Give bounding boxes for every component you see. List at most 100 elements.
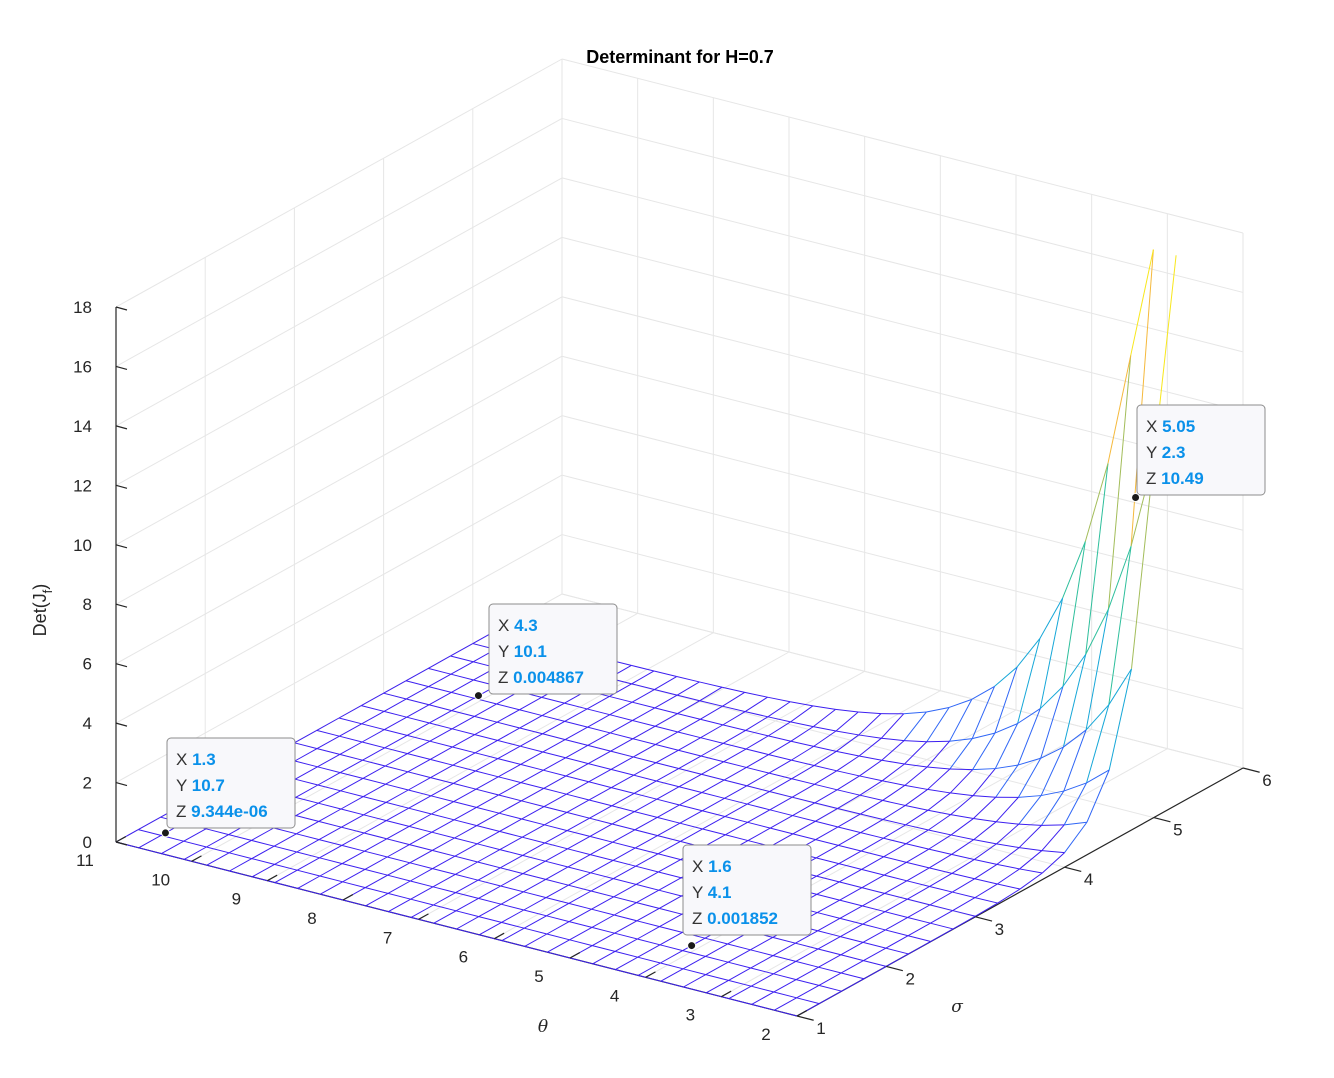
mesh-line (837, 807, 861, 815)
mesh-line (792, 802, 816, 816)
mesh-line (428, 686, 452, 693)
mesh-line (545, 897, 569, 904)
x-axis-label: σ (951, 997, 963, 1017)
mesh-line (774, 997, 797, 1011)
mesh-line (903, 711, 927, 741)
mesh-line (384, 729, 408, 736)
mesh-line (591, 908, 615, 916)
mesh-line (433, 892, 456, 906)
mesh-line (631, 701, 655, 709)
mesh-line (568, 908, 592, 923)
grid-line (115, 415, 563, 665)
mesh-line (429, 722, 453, 730)
mesh-line (609, 720, 633, 734)
mesh-line (722, 691, 746, 707)
mesh-line (1039, 686, 1064, 709)
mesh-line (700, 755, 724, 763)
y-tick (115, 836, 127, 843)
mesh-line (997, 883, 1021, 890)
mesh-line (881, 740, 905, 761)
mesh-line (656, 768, 679, 782)
mesh-line (860, 799, 883, 815)
mesh-line (658, 871, 682, 879)
mesh-line (251, 845, 275, 860)
datatip-row: X 1.6 (692, 857, 732, 876)
mesh-line (295, 778, 319, 786)
mesh-line (859, 780, 883, 796)
mesh-line (251, 863, 275, 878)
mesh-line (656, 780, 680, 788)
mesh-line (387, 892, 411, 900)
mesh-line (1130, 249, 1154, 356)
datatip: X 1.6 Y 4.1 Z 0.001852 (682, 844, 812, 951)
mesh-line (705, 943, 728, 957)
mesh-line (701, 773, 725, 781)
y-tick (267, 874, 278, 882)
mesh-line (566, 817, 590, 832)
mesh-line (816, 863, 840, 877)
mesh-line (452, 746, 476, 754)
mesh-line (1062, 541, 1086, 687)
mesh-line (950, 795, 974, 816)
mesh-line (317, 753, 341, 768)
mesh-line (340, 790, 364, 798)
mesh-line (410, 886, 434, 900)
mesh-line (836, 755, 860, 772)
mesh-line (566, 811, 590, 819)
y-tick-label: 6 (459, 948, 468, 967)
mesh-line (364, 850, 388, 858)
mesh-line (501, 921, 525, 929)
mesh-line (1018, 795, 1042, 825)
mesh-line (569, 939, 593, 947)
mesh-line (408, 795, 432, 809)
mesh-line (611, 787, 635, 794)
mesh-line (791, 759, 815, 767)
mesh-line (363, 796, 387, 803)
mesh-line (767, 716, 791, 723)
mesh-line (790, 740, 814, 747)
mesh-line (860, 819, 884, 834)
mesh-line (705, 979, 729, 994)
mesh-line (590, 872, 614, 880)
mesh-line (951, 872, 975, 880)
mesh-line (613, 902, 637, 916)
mesh-line (632, 725, 656, 740)
mesh-line (455, 879, 479, 894)
z-tick-label: 18 (73, 298, 92, 317)
mesh-line (1085, 608, 1109, 655)
mesh-line (813, 765, 837, 772)
mesh-line (637, 938, 661, 946)
mesh-line (949, 738, 973, 742)
mesh-line (722, 724, 746, 731)
mesh-line (295, 815, 319, 822)
mesh-line (361, 741, 385, 749)
mesh-line (721, 686, 745, 693)
datatip-box (166, 737, 296, 829)
mesh-line (499, 836, 523, 851)
mesh-line (590, 854, 614, 861)
mesh-line (451, 697, 475, 712)
mesh-line (677, 718, 701, 733)
mesh-line (274, 869, 298, 884)
mesh-line (1019, 868, 1043, 874)
mesh-line (1018, 823, 1042, 826)
mesh-line (431, 801, 454, 815)
mesh-line (386, 838, 410, 846)
mesh-line (1062, 541, 1086, 599)
mesh-line (632, 738, 656, 745)
mesh-line (229, 858, 253, 872)
mesh-line (676, 676, 700, 683)
mesh-line (772, 955, 796, 962)
grid-line (561, 117, 1244, 293)
mesh-line (565, 739, 589, 746)
mesh-line (815, 826, 839, 841)
mesh-line (767, 701, 791, 718)
mesh-line (273, 827, 297, 835)
mesh-line (405, 667, 429, 682)
mesh-line (728, 967, 752, 981)
mesh-line (973, 818, 997, 823)
grid-line (115, 355, 563, 605)
z-tick-label: 6 (83, 655, 92, 674)
mesh-line (725, 821, 748, 836)
mesh-line (252, 876, 276, 884)
